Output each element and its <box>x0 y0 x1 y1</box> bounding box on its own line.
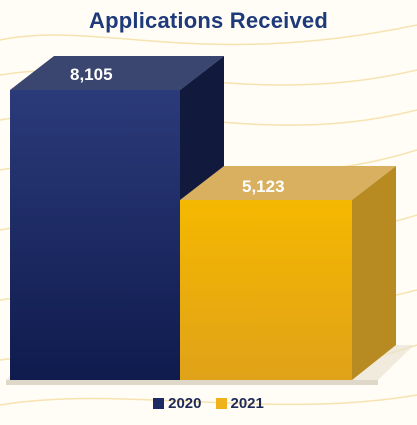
legend-swatch-2020 <box>153 398 165 409</box>
bar-2021-top <box>180 166 396 200</box>
legend-swatch-2021 <box>215 398 227 409</box>
bar-2021-side <box>352 166 396 380</box>
chart-legend: 2020 2021 <box>0 395 417 412</box>
legend-item-2021: 2021 <box>215 395 264 412</box>
bar-2020-value-label: 8,105 <box>70 65 113 84</box>
legend-item-2020: 2020 <box>153 395 202 412</box>
bar-2020-front <box>10 90 180 380</box>
legend-label-2021: 2021 <box>230 395 264 412</box>
bar-2021: 5,123 <box>180 166 396 380</box>
bar-2021-front <box>180 200 352 380</box>
legend-label-2020: 2020 <box>168 395 202 412</box>
bar-2021-value-label: 5,123 <box>242 177 285 196</box>
bar-2020-top <box>10 56 224 90</box>
chart-title: Applications Received <box>89 8 328 33</box>
